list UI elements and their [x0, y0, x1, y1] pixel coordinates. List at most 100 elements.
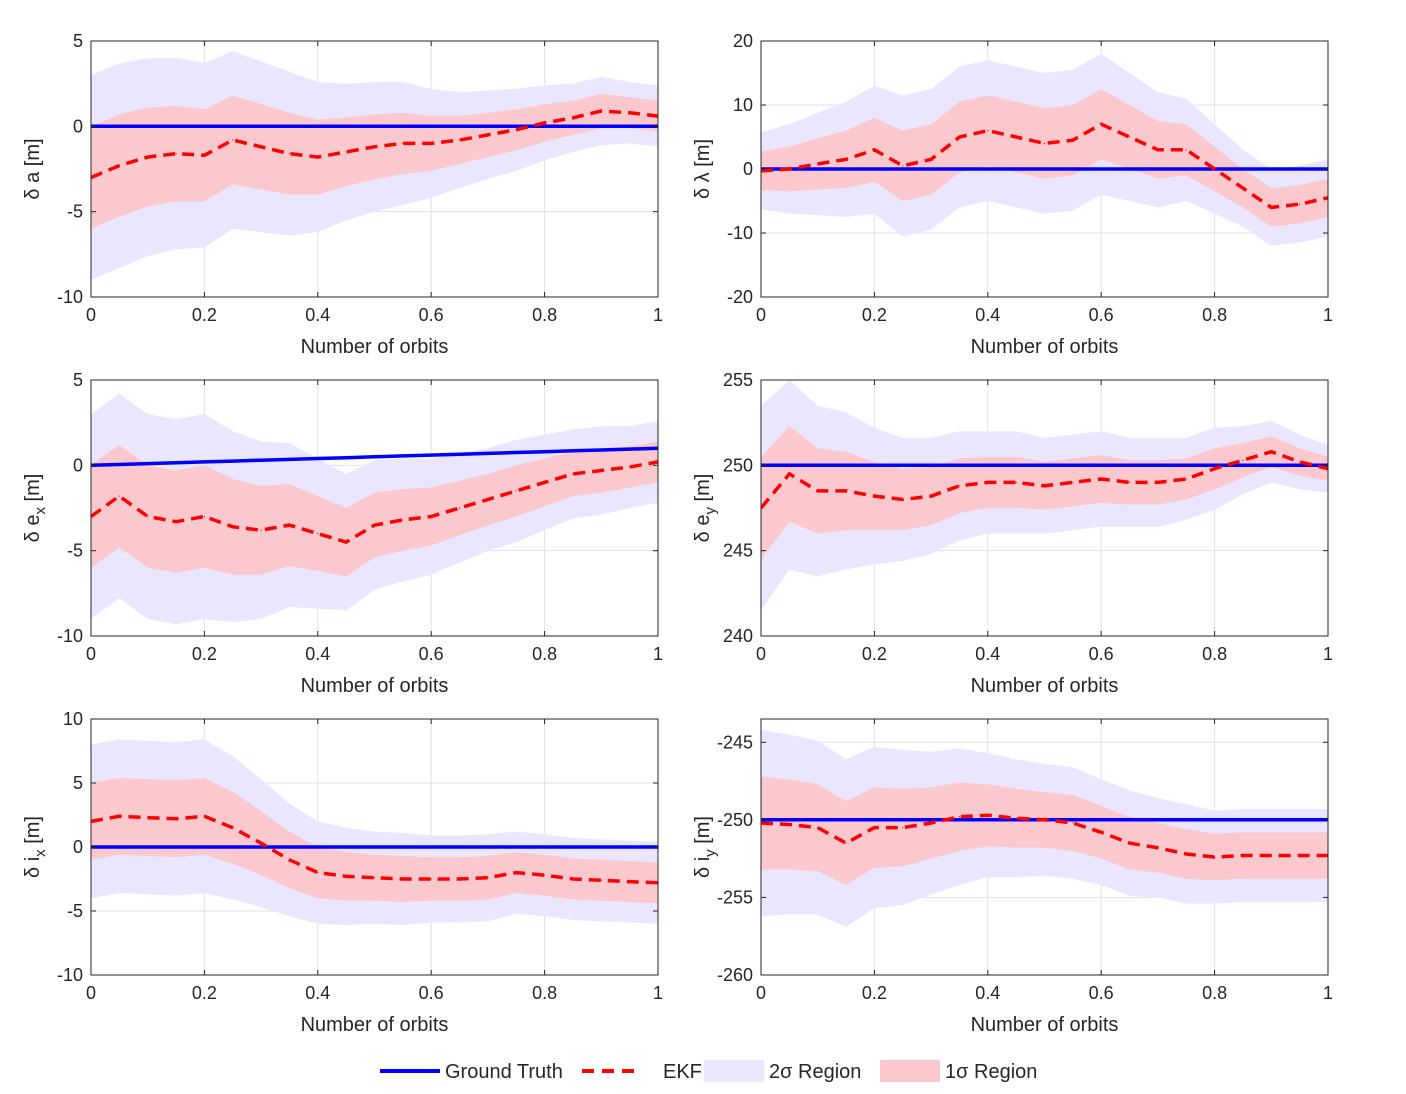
x-axis-label: Number of orbits [971, 336, 1119, 358]
ekf-point [544, 122, 546, 124]
ekf-point [487, 134, 489, 136]
ekf-point [987, 814, 989, 816]
y-axis-label: δ ex [m] [22, 474, 49, 543]
ekf-point [373, 877, 376, 879]
ekf-point [817, 827, 819, 829]
legend-item: 1σ Region [880, 1060, 1037, 1083]
y-tick-label: 0 [73, 455, 83, 475]
y-axis-label: δ a [m] [22, 138, 44, 199]
ekf-point [175, 521, 177, 523]
y-tick-label: 255 [723, 370, 753, 390]
ekf-point [1299, 461, 1301, 463]
ekf-point [1015, 481, 1017, 483]
ekf-point [600, 879, 602, 881]
x-tick-label: 0.2 [192, 305, 217, 325]
subplot-1: 0 0.2 0.4 0.6 0.8 1 -10 -5 0 5 Number of orbits δ a… [22, 31, 663, 358]
legend-patch-swatch [704, 1060, 764, 1082]
legend-label: Ground Truth [445, 1061, 563, 1083]
ekf-point [1072, 822, 1074, 824]
one-sigma-band [761, 89, 1328, 227]
ekf-point [288, 859, 291, 861]
ekf-point [958, 485, 961, 487]
y-tick-label: 10 [733, 95, 753, 115]
ekf-point [1242, 854, 1244, 857]
y-axis-label-unit: [m] [22, 816, 44, 849]
ekf-point [1072, 139, 1074, 141]
subplot-5: 0 0.2 0.4 0.6 0.8 1 -10 -5 0 5 10 Number of orbits δ… [22, 709, 663, 1036]
ekf-point [458, 139, 461, 141]
ekf-point [515, 490, 517, 492]
y-tick-label: 0 [73, 116, 83, 136]
ekf-point [788, 823, 790, 826]
ekf-point [1100, 831, 1102, 833]
ekf-point [930, 822, 932, 824]
ekf-point [260, 146, 262, 148]
ekf-point [1270, 854, 1272, 857]
legend-item: EKF [582, 1061, 702, 1083]
ekf-point [1214, 168, 1216, 170]
x-tick-label: 1 [1323, 644, 1333, 664]
ekf-point [232, 827, 234, 829]
ekf-point [1185, 853, 1187, 855]
legend-label: 1σ Region [945, 1061, 1037, 1083]
y-axis-label: δ ix [m] [22, 816, 49, 878]
legend-patch-swatch [880, 1060, 940, 1082]
ekf-point [203, 515, 205, 518]
x-tick-label: 1 [653, 644, 663, 664]
ekf-point [1043, 819, 1046, 821]
ekf-point [147, 816, 149, 819]
x-tick-label: 0.8 [1202, 305, 1227, 325]
ekf-point [118, 164, 120, 167]
ekf-point [600, 110, 602, 112]
x-tick-label: 0.4 [305, 983, 330, 1003]
x-tick-label: 0 [756, 983, 766, 1003]
x-tick-label: 1 [653, 305, 663, 325]
ekf-point [1015, 136, 1017, 138]
x-tick-label: 0.4 [975, 644, 1000, 664]
ekf-point [1128, 136, 1131, 138]
ekf-point [402, 142, 404, 144]
y-axis-label-unit: [m] [692, 816, 714, 849]
x-tick-label: 0.6 [1089, 644, 1114, 664]
x-tick-label: 0.6 [419, 305, 444, 325]
ekf-point [544, 874, 546, 876]
ekf-point [1157, 847, 1159, 849]
ekf-line [761, 122, 1328, 210]
x-tick-label: 0.8 [532, 305, 557, 325]
subplot-2: 0 0.2 0.4 0.6 0.8 1 -20 -10 0 10 20 Number of orbit… [692, 31, 1333, 358]
y-tick-label: 0 [743, 159, 753, 179]
ekf-point [873, 149, 876, 151]
y-axis-label-subscript: x [32, 849, 49, 857]
ekf-point [1185, 149, 1187, 151]
x-tick-label: 0.8 [1202, 983, 1227, 1003]
x-tick-label: 0.8 [532, 983, 557, 1003]
plot-content [91, 41, 658, 297]
ekf-point [1214, 468, 1216, 470]
x-tick-label: 0.2 [862, 644, 887, 664]
x-tick-label: 0 [756, 305, 766, 325]
y-tick-label: 0 [73, 837, 83, 857]
ekf-point [930, 158, 932, 160]
y-tick-label: 245 [723, 541, 753, 561]
y-tick-label: -245 [717, 732, 753, 752]
y-tick-label: 5 [73, 31, 83, 51]
legend: Ground Truth EKF 2σ Region 1σ Region [380, 1060, 1037, 1083]
ekf-point [1128, 481, 1131, 483]
ekf-point [203, 815, 205, 817]
y-tick-label: -20 [727, 287, 753, 307]
x-tick-label: 0.6 [1089, 983, 1114, 1003]
x-tick-label: 0.8 [532, 644, 557, 664]
ekf-point [373, 524, 376, 526]
ekf-point [1128, 842, 1131, 844]
y-axis-label-subscript: y [702, 849, 719, 857]
y-tick-label: 5 [73, 370, 83, 390]
ekf-point [629, 466, 631, 468]
ekf-point [629, 880, 631, 883]
ekf-point [402, 878, 404, 880]
ekf-point [1299, 854, 1301, 857]
x-tick-label: 0.6 [419, 983, 444, 1003]
ekf-point [817, 163, 819, 165]
ekf-point [430, 142, 432, 144]
x-tick-label: 0.4 [305, 305, 330, 325]
